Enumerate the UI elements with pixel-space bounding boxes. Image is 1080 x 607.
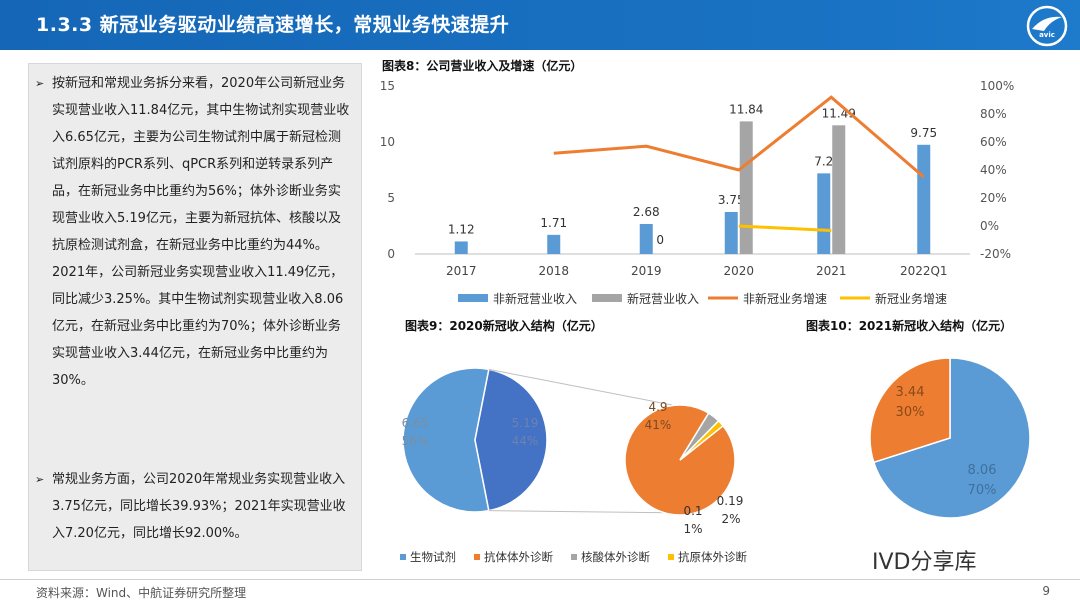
pie-slice-bio-reagent [402, 367, 490, 513]
pie-pct-label: 70% [968, 483, 997, 498]
y2-tick-label: 40% [980, 163, 1007, 177]
x-tick-label: 2019 [631, 264, 662, 278]
legend-swatch [400, 554, 406, 560]
legend-label: 抗体体外诊断 [484, 550, 553, 564]
x-tick-label: 2020 [723, 264, 754, 278]
data-label: 9.75 [910, 126, 937, 140]
legend-swatch [458, 294, 488, 302]
y2-tick-label: -20% [980, 247, 1011, 261]
revenue-growth-chart: 0 5 10 15 -20% 0% 20% 40% 60% 80% 100% 2017 2018 2019… [380, 79, 1015, 306]
connector-line [488, 368, 673, 406]
y2-tick-label: 100% [980, 79, 1014, 93]
pie-value-label: 0.19 [717, 494, 744, 508]
data-label: 11.84 [729, 102, 763, 116]
pie-pct-label: 2% [721, 512, 740, 526]
slide-header: 1.3.3 新冠业务驱动业绩高速增长，常规业务快速提升 avic [0, 0, 1080, 50]
data-label: 7.2 [814, 154, 833, 168]
legend-swatch [668, 554, 674, 560]
bullet-icon: ➢ [35, 473, 45, 486]
y2-tick-label: 0% [980, 219, 999, 233]
avic-logo-icon: avic [1026, 5, 1068, 47]
bar-non-covid [454, 241, 468, 254]
pie-slice-bio-reagent [872, 357, 1031, 519]
legend-label: 新冠业务增速 [875, 291, 947, 306]
legend-label: 核酸体外诊断 [581, 550, 650, 564]
connector-line [488, 510, 693, 514]
pie-pct-label: 30% [896, 405, 925, 420]
x-tick-label: 2021 [816, 264, 847, 278]
legend-swatch [474, 554, 480, 560]
covid-revenue-2021-pie: 8.06 70% 3.44 30% [869, 357, 1031, 519]
pie-value-label: 3.44 [896, 385, 925, 400]
y-tick-label: 10 [380, 135, 395, 149]
data-label: 1.12 [448, 222, 475, 236]
y-tick-label: 5 [387, 191, 395, 205]
y-tick-label: 0 [387, 247, 395, 261]
watermark-text: IVD分享库 [872, 550, 977, 575]
bar-covid [739, 121, 753, 254]
bullet-icon: ➢ [35, 77, 45, 90]
legend-label: 非新冠业务增速 [743, 291, 827, 306]
pie-pct-label: 44% [512, 434, 539, 448]
y2-tick-label: 20% [980, 191, 1007, 205]
chart10-title: 图表10：2021新冠收入结构（亿元） [806, 319, 1013, 333]
bar-non-covid [917, 144, 931, 254]
x-tick-label: 2022Q1 [900, 264, 948, 278]
pie-pct-label: 1% [683, 522, 702, 536]
bar-non-covid [724, 212, 738, 254]
paragraph-covid-business: ➢ 按新冠和常规业务拆分来看，2020年公司新冠业务实现营业收入11.84亿元，… [35, 70, 353, 394]
chart9-title: 图表9：2020新冠收入结构（亿元） [405, 319, 603, 333]
pie-pct-label: 56% [402, 434, 429, 448]
source-note: 资料来源：Wind、中航证券研究所整理 [36, 586, 247, 600]
y2-tick-label: 60% [980, 135, 1007, 149]
data-label: 1.71 [540, 216, 567, 230]
legend-swatch [571, 554, 577, 560]
pie-value-label: 8.06 [968, 463, 997, 478]
svg-text:avic: avic [1039, 31, 1055, 39]
legend-label: 新冠营业收入 [627, 291, 699, 306]
pie-slice-antigen-ivd [679, 419, 725, 461]
bar-non-covid [817, 173, 831, 254]
y2-tick-label: 80% [980, 107, 1007, 121]
bar-non-covid [639, 223, 653, 254]
line-covid-growth [738, 224, 832, 233]
pie-slice-ivd [869, 357, 951, 464]
paragraph-text: 按新冠和常规业务拆分来看，2020年公司新冠业务实现营业收入11.84亿元，其中… [52, 76, 350, 388]
covid-revenue-2020-pie: 6.65 56% 5.19 44% 4.9 41% 0.19 2% 0.1 1% 生物试剂 抗体体外诊… [400, 367, 747, 564]
bar-covid [832, 125, 846, 254]
legend-label: 生物试剂 [410, 550, 456, 564]
x-tick-label: 2017 [446, 264, 477, 278]
text-panel: ➢ 按新冠和常规业务拆分来看，2020年公司新冠业务实现营业收入11.84亿元，… [28, 63, 362, 571]
bar-non-covid [547, 234, 561, 254]
pie-value-label: 0.1 [683, 504, 702, 518]
paragraph-text: 常规业务方面，公司2020年常规业务实现营业收入3.75亿元，同比增长39.93… [52, 472, 346, 541]
legend-label: 抗原体外诊断 [678, 550, 747, 564]
data-label: 0 [656, 233, 664, 247]
pie-pct-label: 41% [645, 418, 672, 432]
chart8-title: 图表8：公司营业收入及增速（亿元） [382, 59, 583, 73]
slide-title: 1.3.3 新冠业务驱动业绩高速增长，常规业务快速提升 [36, 14, 510, 36]
pie-slice-ivd [474, 368, 548, 512]
page-number: 9 [1042, 584, 1050, 598]
pie-value-label: 4.9 [648, 400, 667, 414]
footer-divider [0, 579, 1080, 580]
legend-swatch [592, 294, 622, 302]
y-tick-label: 15 [380, 79, 395, 93]
data-label: 3.75 [718, 193, 745, 207]
line-non-covid-growth [553, 95, 925, 179]
pie-value-label: 5.19 [512, 416, 539, 430]
data-label: 2.68 [633, 205, 660, 219]
pie-value-label: 6.65 [402, 416, 429, 430]
legend-label: 非新冠营业收入 [493, 291, 577, 306]
paragraph-regular-business: ➢ 常规业务方面，公司2020年常规业务实现营业收入3.75亿元，同比增长39.… [35, 466, 353, 547]
x-tick-label: 2018 [538, 264, 569, 278]
